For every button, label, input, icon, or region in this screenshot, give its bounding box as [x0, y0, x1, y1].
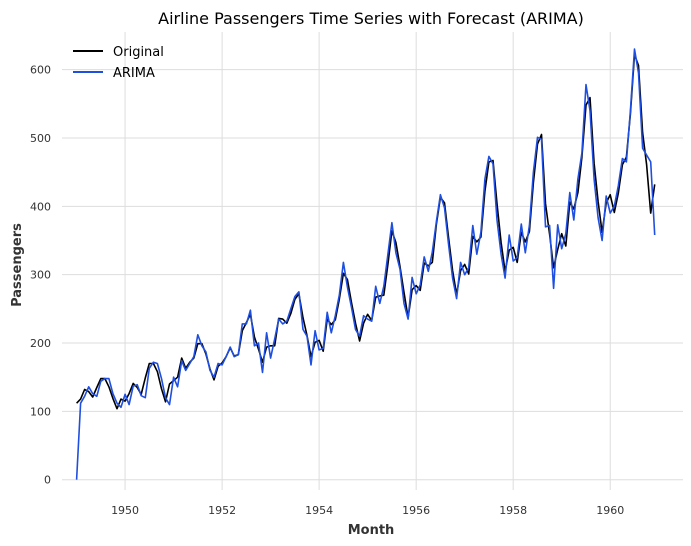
x-tick-label: 1958: [499, 504, 527, 517]
x-tick-label: 1950: [111, 504, 139, 517]
legend: Original ARIMA: [73, 45, 164, 81]
y-tick-label: 400: [30, 200, 51, 213]
x-axis-label: Month: [348, 523, 395, 538]
series-lines: [75, 48, 656, 480]
x-tick-label: 1952: [208, 504, 236, 517]
y-tick-label: 100: [30, 405, 51, 418]
y-tick-label: 600: [30, 64, 51, 77]
y-axis-label: Passengers: [10, 223, 25, 307]
y-tick-label: 300: [30, 269, 51, 282]
x-tick-labels: 1950 1952 1954 1956 1958 1960: [111, 504, 624, 517]
series-line-arima: [75, 48, 656, 480]
y-tick-label: 0: [44, 474, 51, 487]
x-tick-label: 1960: [596, 504, 624, 517]
y-tick-label: 200: [30, 337, 51, 350]
legend-label-original: Original: [113, 45, 164, 60]
series-line-original: [76, 53, 656, 410]
x-tick-label: 1954: [305, 504, 333, 517]
legend-label-arima: ARIMA: [113, 66, 155, 81]
y-tick-label: 500: [30, 132, 51, 145]
y-tick-labels: 0 100 200 300 400 500 600: [30, 64, 51, 487]
x-tick-label: 1956: [402, 504, 430, 517]
chart-title: Airline Passengers Time Series with Fore…: [158, 9, 584, 28]
